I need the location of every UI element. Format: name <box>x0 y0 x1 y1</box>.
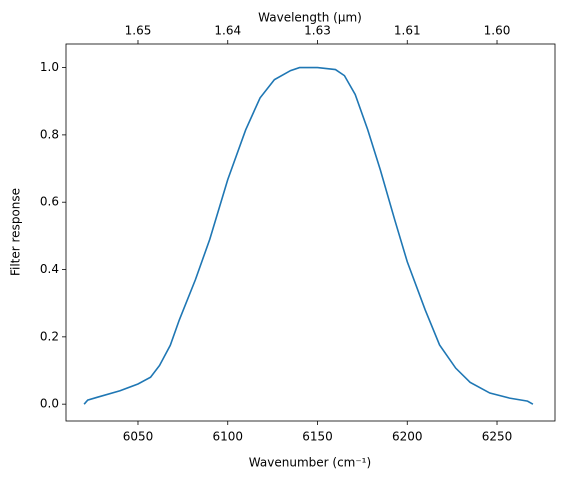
y-tick-label: 1.0 <box>40 60 59 74</box>
x-tick-label: 6150 <box>302 430 333 444</box>
x-tick-label: 6100 <box>212 430 243 444</box>
y-tick-label: 0.8 <box>40 127 59 141</box>
y-tick-label: 0.6 <box>40 195 59 209</box>
y-tick-label: 0.0 <box>40 397 59 411</box>
x-tick-label: 6200 <box>392 430 423 444</box>
x-tick-label: 6050 <box>123 430 154 444</box>
y-tick-label: 0.4 <box>40 262 59 276</box>
x2-tick-label: 1.63 <box>304 24 331 38</box>
x2-tick-label: 1.60 <box>484 24 511 38</box>
x-tick-label: 6250 <box>482 430 513 444</box>
x2-tick-label: 1.61 <box>394 24 421 38</box>
x2-axis-label: Wavelength (μm) <box>258 11 362 25</box>
plot-frame <box>65 43 556 422</box>
y-tick-label: 0.2 <box>40 329 59 343</box>
x-axis-label: Wavenumber (cm⁻¹) <box>249 456 371 470</box>
x2-tick-label: 1.65 <box>125 24 152 38</box>
line <box>83 66 534 405</box>
x2-tick-label: 1.64 <box>214 24 241 38</box>
y-axis-label: Filter response <box>9 188 23 276</box>
